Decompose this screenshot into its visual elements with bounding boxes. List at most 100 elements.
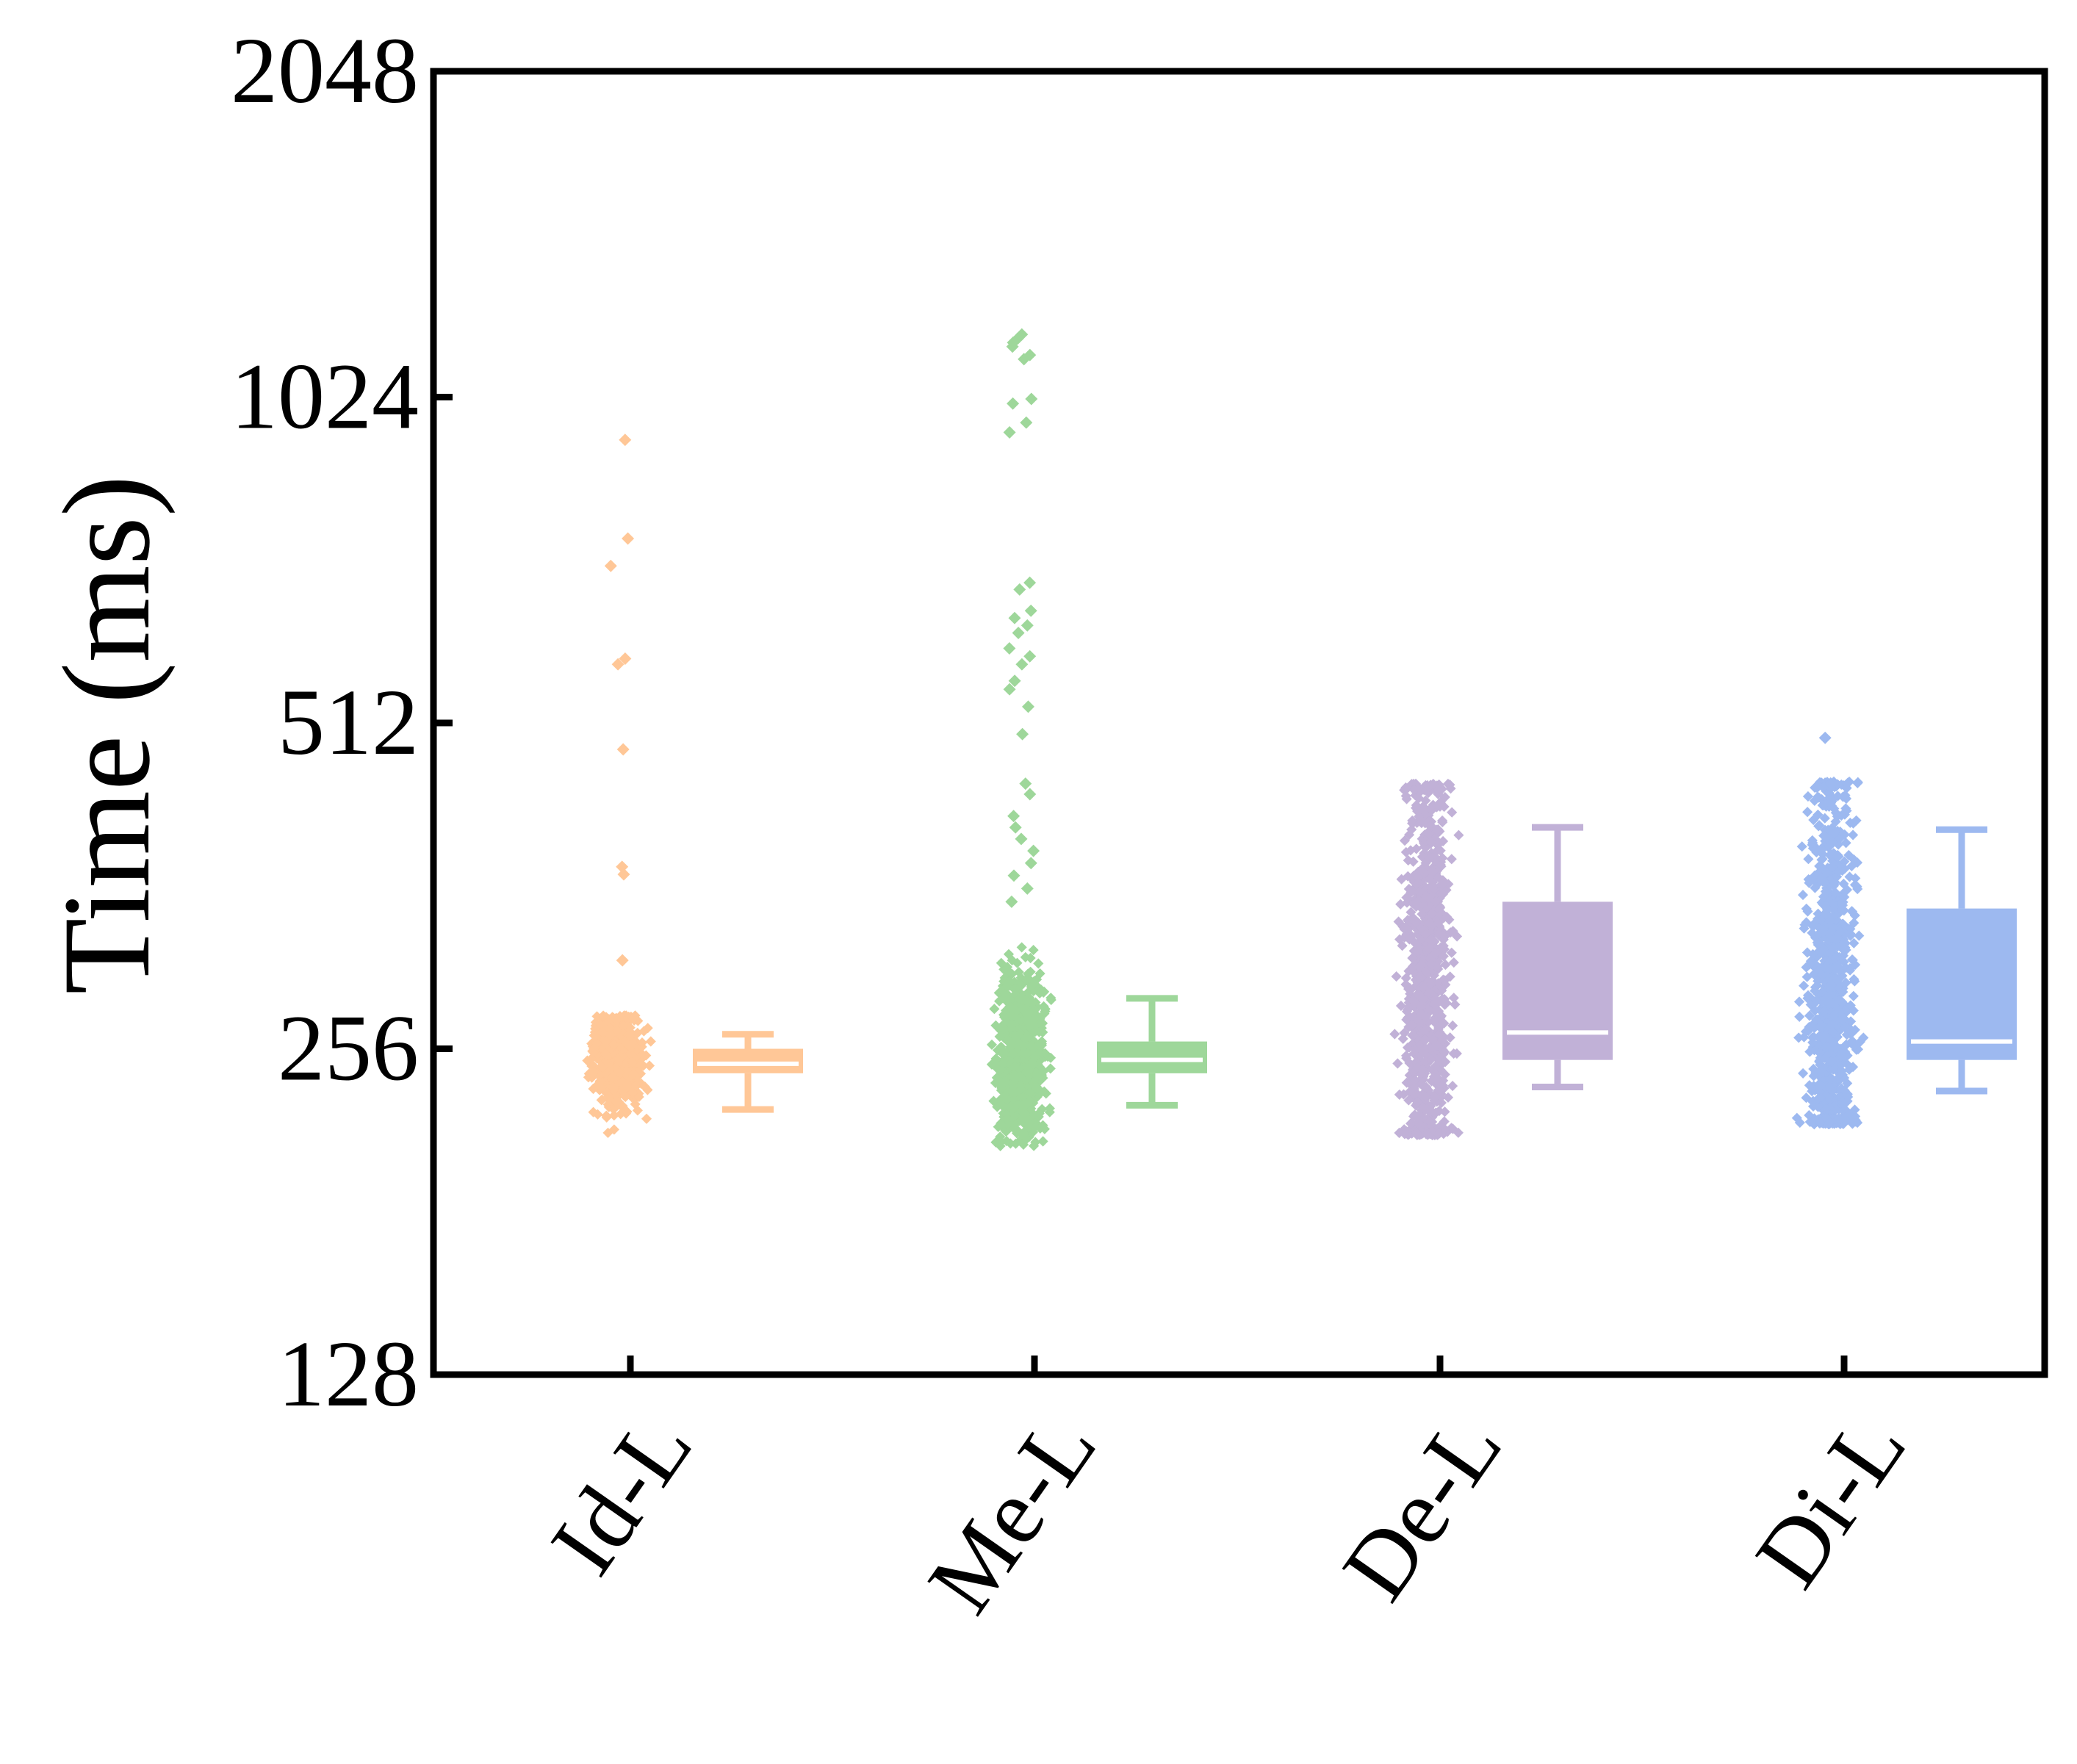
outlier-point (611, 658, 624, 671)
scatter-point (996, 1120, 1007, 1131)
scatter-point (1007, 1048, 1018, 1059)
scatter-point (1433, 918, 1444, 929)
scatter-point (622, 1080, 633, 1091)
scatter-point (1414, 989, 1425, 1000)
scatter-point (1424, 1116, 1435, 1127)
scatter-point (1038, 1001, 1049, 1012)
scatter-point (1448, 1048, 1459, 1059)
scatter-point (1854, 930, 1865, 941)
scatter-point (1428, 882, 1439, 893)
scatter-point (1026, 982, 1037, 993)
scatter-point (596, 1095, 607, 1106)
scatter-point (1401, 1014, 1412, 1025)
outlier-point (1025, 392, 1038, 406)
scatter-point (1029, 1051, 1040, 1062)
scatter-point (1448, 993, 1459, 1004)
scatter-point (990, 1053, 1001, 1064)
scatter-point (1444, 1032, 1455, 1043)
outlier-point (1818, 731, 1832, 744)
scatter-point (1398, 1089, 1409, 1100)
scatter-point (611, 1025, 623, 1036)
scatter-point (1044, 1103, 1055, 1114)
scatter-point (1414, 901, 1425, 912)
scatter-point (645, 1036, 656, 1047)
outlier-point (1022, 700, 1034, 713)
outlier-point (1013, 583, 1026, 596)
box-iqr (1097, 1041, 1207, 1073)
scatter-point (1028, 997, 1039, 1008)
scatter-point (1434, 844, 1445, 855)
scatter-point (1020, 1112, 1031, 1123)
scatter-point (1420, 1091, 1431, 1102)
scatter-point (628, 1012, 639, 1023)
box-iqr (1502, 901, 1613, 1060)
scatter-point (1026, 1040, 1037, 1051)
scatter-point (1034, 968, 1045, 979)
y-axis-title: Time (ms) (37, 475, 176, 995)
outlier-point (1007, 869, 1020, 882)
y-tick-label: 128 (278, 1322, 419, 1426)
scatter-point (598, 1010, 609, 1021)
scatter-point (627, 1069, 638, 1080)
outlier-point (1003, 683, 1016, 696)
scatter-point (1419, 929, 1431, 940)
scatter-point (997, 1058, 1008, 1069)
scatter-point (588, 1047, 599, 1058)
scatter-point (1400, 922, 1411, 933)
scatter-point (990, 1137, 1001, 1148)
scatter-point (1009, 1069, 1020, 1080)
scatter-point (582, 1055, 593, 1066)
scatter-point (1407, 815, 1418, 826)
box-iqr (693, 1048, 803, 1073)
outlier-point (622, 532, 635, 545)
scatter-point (1452, 931, 1463, 942)
scatter-point (1444, 971, 1455, 982)
scatter-point (1018, 1004, 1029, 1015)
scatter-point (1413, 1117, 1424, 1128)
scatter-point (1009, 1061, 1020, 1072)
scatter-point (1431, 824, 1442, 835)
outlier-point (1009, 821, 1022, 834)
scatter-point (1433, 1106, 1444, 1117)
outlier-point (1015, 658, 1029, 671)
scatter-point (1444, 780, 1455, 791)
scatter-point (994, 996, 1005, 1007)
scatter-point (1039, 1123, 1050, 1134)
scatter-point (1437, 1035, 1448, 1046)
scatter-point (1040, 1088, 1051, 1099)
scatter-point (1436, 879, 1448, 890)
axes: 128 256 512 1024 2048 Id-L Me-L De-L Di-L (231, 18, 1926, 1631)
scatter-point (641, 1113, 652, 1124)
scatter-point (1803, 854, 1814, 865)
scatter-point (1006, 1037, 1017, 1048)
scatter-point (1029, 1004, 1040, 1015)
scatter-point (1415, 1001, 1426, 1012)
outlier-point (1023, 788, 1037, 801)
series-De-L (1389, 778, 1613, 1141)
scatter-point (618, 1020, 629, 1032)
scatter-point (1427, 865, 1438, 876)
scatter-point (1421, 967, 1432, 978)
scatter-point (995, 1025, 1007, 1036)
scatter-point (632, 1027, 643, 1039)
scatter-point (1002, 1119, 1013, 1130)
scatter-point (1428, 876, 1439, 888)
scatter-point (1424, 943, 1435, 954)
scatter-point (1439, 931, 1450, 942)
outlier-point (1007, 397, 1020, 410)
scatter-point (1446, 947, 1457, 958)
scatter-point (1424, 917, 1435, 929)
scatter-point (1013, 993, 1024, 1005)
scatter-point (1439, 1046, 1450, 1057)
scatter-point (642, 1023, 653, 1034)
scatter-point (1395, 1000, 1406, 1012)
scatter-point (1440, 959, 1451, 971)
scatter-point (1410, 1045, 1421, 1056)
scatter-point (1797, 890, 1809, 901)
scatter-point (1008, 1102, 1019, 1113)
scatter-point (1446, 854, 1457, 865)
scatter-point (1435, 1084, 1446, 1096)
scatter-point (1399, 1128, 1411, 1140)
scatter-point (1438, 951, 1449, 962)
